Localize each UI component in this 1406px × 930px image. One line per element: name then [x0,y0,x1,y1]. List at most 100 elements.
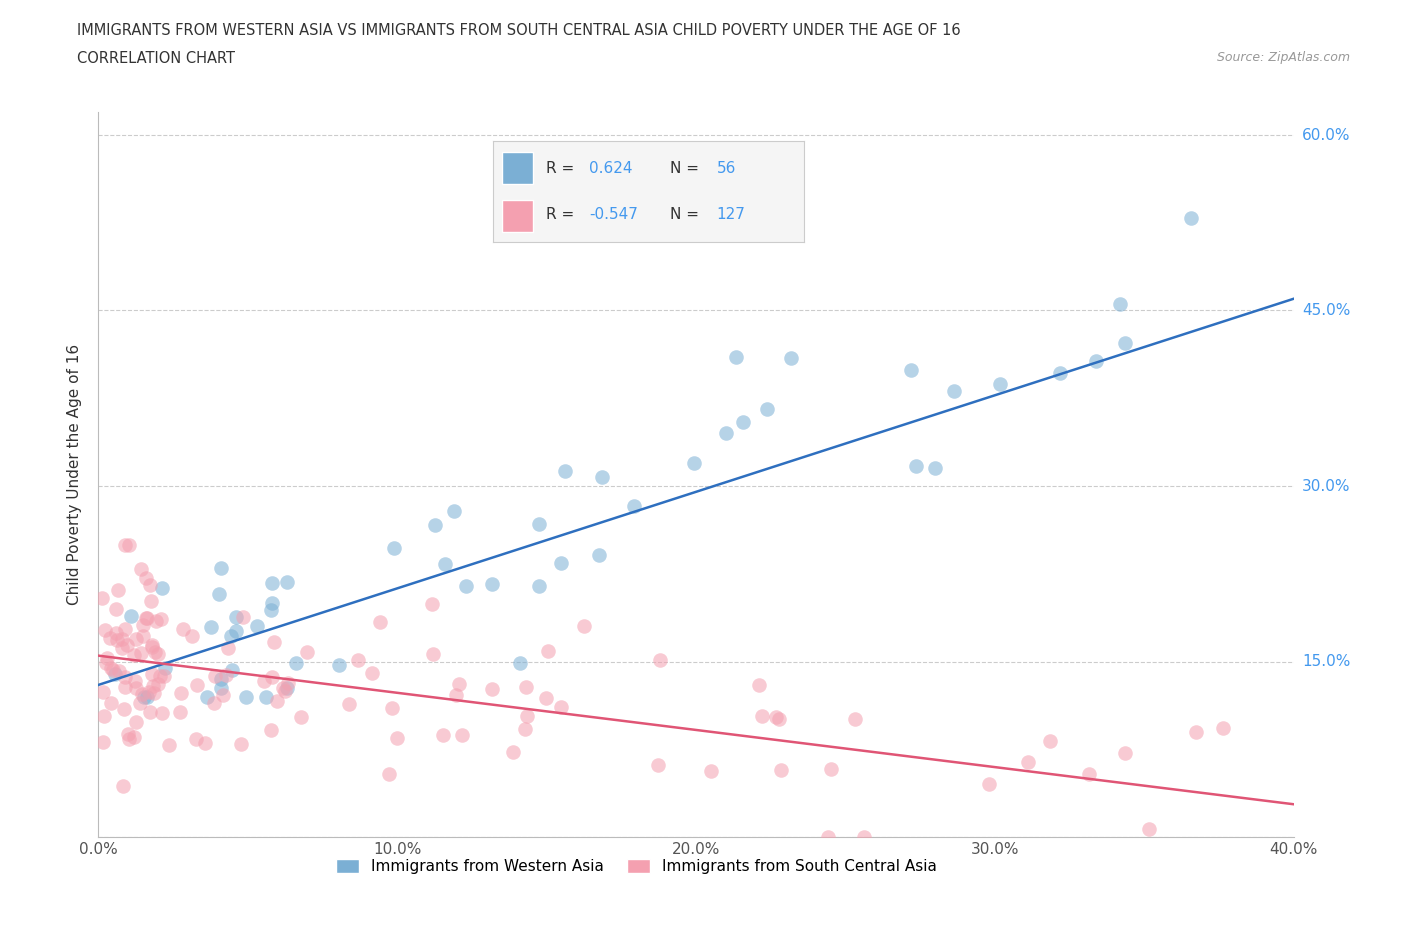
Point [108,664,131,679]
Point [235,689,257,704]
Point [534,691,557,706]
Text: CORRELATION CHART: CORRELATION CHART [77,51,235,66]
Point [215,668,238,683]
Point [114,537,136,551]
Point [725,350,748,365]
Point [114,670,136,684]
Point [682,456,704,471]
Point [516,708,538,723]
Point [117,726,139,741]
Point [225,609,247,624]
Text: 30.0%: 30.0% [1302,479,1350,494]
Point [124,673,146,688]
Point [93,709,115,724]
Point [104,667,127,682]
Point [509,656,531,671]
Point [977,777,1000,791]
Point [1180,211,1202,226]
Point [118,537,141,551]
Point [209,671,232,686]
Point [141,640,163,655]
Point [550,699,572,714]
Point [229,736,252,751]
Point [378,766,401,781]
Point [129,645,152,660]
Point [194,736,217,751]
Point [132,618,155,632]
Point [135,610,157,625]
Y-axis label: Child Poverty Under the Age of 16: Child Poverty Under the Age of 16 [67,344,83,604]
Point [385,730,408,745]
Point [537,644,560,658]
Point [434,556,457,571]
Point [900,363,922,378]
Point [550,555,572,570]
Point [271,681,294,696]
Point [1185,724,1208,739]
Point [443,503,465,518]
Point [111,778,134,793]
Text: IMMIGRANTS FROM WESTERN ASIA VS IMMIGRANTS FROM SOUTH CENTRAL ASIA CHILD POVERTY: IMMIGRANTS FROM WESTERN ASIA VS IMMIGRAN… [77,23,960,38]
Point [768,711,790,726]
Point [769,763,792,777]
Point [91,685,114,700]
Point [277,675,299,690]
Point [200,620,222,635]
Point [118,731,141,746]
Point [263,635,285,650]
Point [904,458,927,473]
Point [360,666,382,681]
Point [924,460,946,475]
Point [153,669,176,684]
Point [146,677,169,692]
Point [143,685,166,700]
Point [169,705,191,720]
Point [150,706,173,721]
Text: 15.0%: 15.0% [1302,654,1350,669]
Point [139,578,162,592]
Point [731,414,754,429]
Point [131,686,153,701]
Point [765,710,787,724]
Point [420,597,443,612]
Point [135,610,157,625]
Legend: Immigrants from Western Asia, Immigrants from South Central Asia: Immigrants from Western Asia, Immigrants… [329,853,943,880]
Point [112,702,135,717]
Point [125,714,148,729]
Point [260,576,283,591]
Point [481,682,503,697]
Point [714,426,737,441]
Point [449,677,471,692]
Point [273,684,295,698]
Point [100,660,122,675]
Point [98,631,121,645]
Point [529,578,551,593]
Point [204,669,226,684]
Point [105,632,128,647]
Point [276,681,298,696]
Point [94,656,117,671]
Point [141,638,163,653]
Point [817,830,839,844]
Point [1017,754,1039,769]
Point [128,696,150,711]
Point [219,629,242,644]
Point [107,582,129,597]
Point [232,610,254,625]
Point [756,401,779,416]
Point [211,688,233,703]
Point [1212,721,1234,736]
Point [456,578,478,593]
Point [110,640,132,655]
Point [425,517,447,532]
Point [100,696,122,711]
Point [942,384,965,399]
Point [125,631,148,646]
Point [114,621,136,636]
Point [853,830,876,844]
Point [346,653,368,668]
Point [290,710,312,724]
Point [132,629,155,644]
Point [148,646,170,661]
Point [246,619,269,634]
